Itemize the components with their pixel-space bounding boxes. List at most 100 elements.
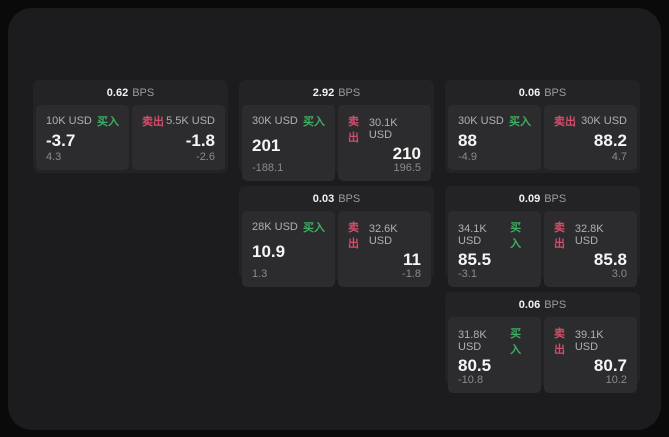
sell-amount: 30.1K USD	[368, 117, 398, 141]
buy-button[interactable]: 买入	[303, 222, 325, 234]
quote-card-2: 2.92 BPS 30K USD 买入 201 -188.1 卖出	[239, 80, 434, 181]
bps-unit: BPS	[544, 86, 567, 99]
bps-unit: BPS	[338, 86, 361, 99]
sell-tile[interactable]: 卖出 39.1K USD 80.7 10.2	[544, 317, 637, 393]
tiles-row: 28K USD 买入 10.9 1.3 卖出 32.6K USD 11 -1.8	[239, 211, 434, 290]
buy-tile-top: 10K USD 买入	[46, 113, 119, 129]
buy-tile-top: 28K USD 买入	[252, 219, 325, 235]
buy-tile-top: 30K USD 买入	[252, 113, 325, 129]
sell-tile[interactable]: 卖出 30K USD 88.2 4.7	[544, 105, 637, 170]
buy-tile-top: 31.8K USD 买入	[458, 325, 531, 357]
card-header: 0.09 BPS	[445, 186, 640, 211]
sell-price: 88.2	[593, 130, 627, 150]
card-header: 0.06 BPS	[445, 80, 640, 105]
buy-sub-value: -3.1	[458, 268, 477, 280]
buy-amount: 28K USD	[252, 221, 298, 233]
quote-card-1: 0.62 BPS 10K USD 买入 -3.7 4.3 卖出	[33, 80, 228, 173]
bps-value: 0.03	[312, 192, 335, 205]
buy-amount: 34.1K USD	[458, 223, 487, 247]
buy-button[interactable]: 买入	[510, 222, 522, 250]
bps-value: 0.09	[518, 192, 541, 205]
sell-amount: 5.5K USD	[166, 115, 215, 127]
buy-tile[interactable]: 10K USD 买入 -3.7 4.3	[36, 105, 129, 170]
buy-tile[interactable]: 30K USD 买入 201 -188.1	[242, 105, 335, 181]
buy-tile[interactable]: 31.8K USD 买入 80.5 -10.8	[448, 317, 541, 393]
bps-value: 0.06	[518, 298, 541, 311]
card-header: 0.06 BPS	[445, 292, 640, 317]
buy-button[interactable]: 买入	[510, 328, 522, 356]
sell-button[interactable]: 卖出	[142, 116, 164, 128]
buy-tile-top: 30K USD 买入	[458, 113, 531, 129]
tiles-row: 10K USD 买入 -3.7 4.3 卖出 5.5K USD -1.8 -2.…	[33, 105, 228, 173]
sell-sub-value: -1.8	[402, 268, 421, 280]
buy-amount: 30K USD	[458, 115, 504, 127]
sell-amount: 32.8K USD	[574, 223, 604, 247]
bps-unit: BPS	[132, 86, 155, 99]
sell-button[interactable]: 卖出	[554, 116, 576, 128]
sell-button[interactable]: 卖出	[348, 116, 359, 144]
quote-card-4: 0.03 BPS 28K USD 买入 10.9 1.3 卖出	[239, 186, 434, 287]
buy-price: 10.9	[252, 242, 286, 261]
sell-tile[interactable]: 卖出 32.6K USD 11 -1.8	[338, 211, 431, 287]
buy-amount: 31.8K USD	[458, 329, 487, 353]
sell-sub-value: 196.5	[393, 162, 421, 174]
buy-price: 201	[252, 136, 281, 155]
quote-card-5: 0.09 BPS 34.1K USD 买入 85.5 -3.1 卖出	[445, 186, 640, 287]
buy-sub-value: -188.1	[252, 162, 284, 174]
bps-unit: BPS	[338, 192, 361, 205]
sell-tile-top: 卖出 5.5K USD	[142, 113, 215, 129]
card-header: 0.62 BPS	[33, 80, 228, 105]
bps-value: 0.62	[106, 86, 129, 99]
sell-price: 11	[403, 250, 421, 269]
sell-price: -1.8	[185, 130, 215, 150]
buy-sub-value: 1.3	[252, 268, 268, 280]
buy-amount: 30K USD	[252, 115, 298, 127]
sell-button[interactable]: 卖出	[554, 328, 565, 356]
sell-price: 85.8	[593, 250, 627, 269]
sell-sub-value: 4.7	[611, 151, 627, 163]
sell-tile-top: 卖出 39.1K USD	[554, 325, 627, 357]
quote-card-3: 0.06 BPS 30K USD 买入 88 -4.9 卖出	[445, 80, 640, 173]
sell-sub-value: 3.0	[611, 268, 627, 280]
buy-sub-value: -4.9	[458, 151, 477, 163]
buy-amount: 10K USD	[46, 115, 92, 127]
bps-value: 2.92	[312, 86, 335, 99]
buy-tile[interactable]: 34.1K USD 买入 85.5 -3.1	[448, 211, 541, 287]
sell-tile-top: 卖出 30K USD	[554, 113, 627, 129]
sell-tile-top: 卖出 32.6K USD	[348, 219, 421, 251]
buy-tile[interactable]: 30K USD 买入 88 -4.9	[448, 105, 541, 170]
sell-button[interactable]: 卖出	[348, 222, 359, 250]
buy-sub-value: -10.8	[458, 374, 484, 386]
card-header: 0.03 BPS	[239, 186, 434, 211]
sell-amount: 32.6K USD	[368, 223, 398, 247]
buy-button[interactable]: 买入	[97, 116, 119, 128]
sell-price: 210	[392, 144, 421, 163]
sell-button[interactable]: 卖出	[554, 222, 565, 250]
buy-price: -3.7	[46, 130, 76, 150]
sell-tile[interactable]: 卖出 32.8K USD 85.8 3.0	[544, 211, 637, 287]
sell-tile[interactable]: 卖出 30.1K USD 210 196.5	[338, 105, 431, 181]
bps-unit: BPS	[544, 298, 567, 311]
buy-price: 88	[458, 130, 477, 150]
tiles-row: 31.8K USD 买入 80.5 -10.8 卖出 39.1K USD 80.…	[445, 317, 640, 396]
sell-sub-value: -2.6	[196, 151, 215, 163]
bps-unit: BPS	[544, 192, 567, 205]
sell-tile[interactable]: 卖出 5.5K USD -1.8 -2.6	[132, 105, 225, 170]
sell-price: 80.7	[593, 356, 627, 375]
buy-price: 85.5	[458, 250, 492, 269]
quote-card-6: 0.06 BPS 31.8K USD 买入 80.5 -10.8 卖	[445, 292, 640, 393]
tiles-row: 30K USD 买入 88 -4.9 卖出 30K USD 88.2 4.7	[445, 105, 640, 173]
buy-tile-top: 34.1K USD 买入	[458, 219, 531, 251]
bps-value: 0.06	[518, 86, 541, 99]
tiles-row: 34.1K USD 买入 85.5 -3.1 卖出 32.8K USD 85.8…	[445, 211, 640, 290]
sell-amount: 39.1K USD	[574, 329, 604, 353]
buy-button[interactable]: 买入	[303, 116, 325, 128]
quotes-grid: 0.62 BPS 10K USD 买入 -3.7 4.3 卖出	[33, 80, 640, 393]
buy-button[interactable]: 买入	[509, 116, 531, 128]
buy-tile[interactable]: 28K USD 买入 10.9 1.3	[242, 211, 335, 287]
sell-tile-top: 卖出 30.1K USD	[348, 113, 421, 145]
sell-tile-top: 卖出 32.8K USD	[554, 219, 627, 251]
buy-sub-value: 4.3	[46, 151, 62, 163]
sell-sub-value: 10.2	[605, 374, 627, 386]
